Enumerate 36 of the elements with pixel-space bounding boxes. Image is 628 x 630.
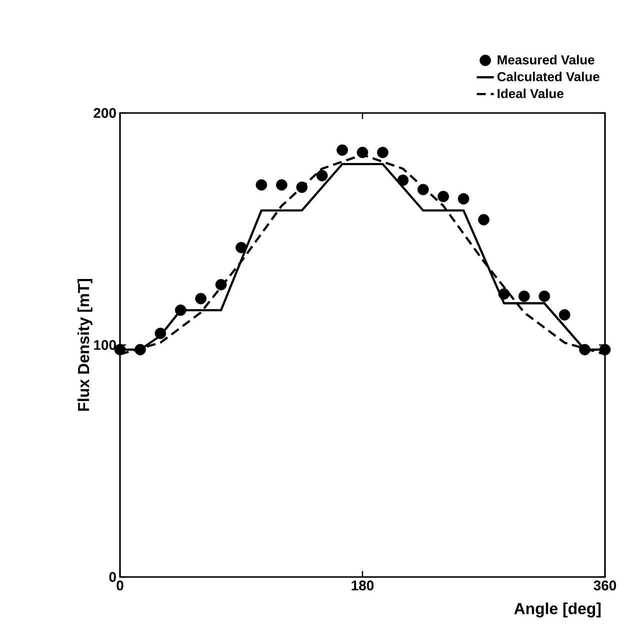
point: [174, 304, 186, 316]
point: [417, 184, 429, 196]
point: [336, 144, 348, 156]
point: [458, 193, 470, 205]
point: [134, 344, 146, 356]
y-tick-label: 0: [109, 572, 116, 582]
point: [316, 170, 328, 182]
point: [397, 174, 409, 186]
point: [256, 179, 268, 191]
point: [498, 288, 510, 300]
point: [438, 190, 450, 202]
point: [114, 344, 126, 356]
x-tick-label: 360: [594, 580, 616, 590]
x-tick-label: 0: [116, 580, 124, 590]
y-tick-label: 200: [94, 108, 116, 118]
x-tick-label: 180: [352, 580, 374, 590]
point: [215, 279, 227, 290]
legend-label: Calculated Value: [497, 72, 600, 82]
legend-label: Ideal Value: [498, 88, 564, 98]
point: [195, 292, 207, 304]
x-axis-title: Angle [deg]: [514, 602, 601, 618]
point: [276, 179, 288, 191]
point: [579, 344, 590, 356]
point: [377, 146, 388, 158]
point: [356, 146, 368, 158]
y-tick-label: 100: [94, 340, 116, 350]
point: [538, 290, 550, 302]
point: [599, 344, 611, 356]
point: [236, 242, 247, 254]
point: [154, 328, 166, 340]
point: [296, 182, 308, 193]
legend-label: Measured Value: [498, 54, 594, 64]
point: [478, 214, 490, 226]
y-axis-title: Flux Density [mT]: [78, 279, 92, 411]
point: [518, 290, 530, 302]
point: [558, 309, 570, 321]
